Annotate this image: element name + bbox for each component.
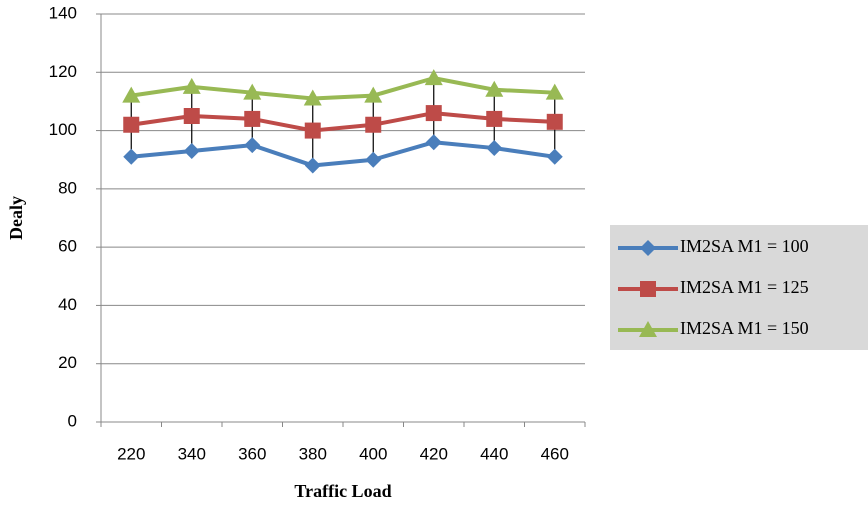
- data-point: [485, 80, 504, 97]
- legend-label: IM2SA M1 = 125: [680, 277, 809, 297]
- data-point: [243, 83, 262, 100]
- data-point: [303, 89, 322, 106]
- data-point: [304, 122, 321, 139]
- series-line: [130, 111, 555, 133]
- data-point: [425, 105, 442, 122]
- x-axis-title: Traffic Load: [294, 481, 391, 501]
- data-point: [365, 151, 382, 168]
- series-line: [130, 76, 555, 101]
- data-point: [546, 148, 563, 165]
- legend-marker: [640, 281, 656, 297]
- data-point: [424, 69, 443, 86]
- x-tick-label: 220: [117, 444, 145, 463]
- data-point: [123, 116, 140, 133]
- x-tick-label: 340: [178, 444, 206, 463]
- data-point: [364, 86, 383, 103]
- data-point: [545, 83, 564, 100]
- data-point: [486, 140, 503, 157]
- x-tick-label: 360: [238, 444, 266, 463]
- y-tick-label: 100: [49, 120, 77, 139]
- series-line: [131, 140, 556, 168]
- data-point: [486, 110, 503, 127]
- x-tick-label: 400: [359, 444, 387, 463]
- data-point: [244, 137, 261, 154]
- x-tick-label: 460: [541, 444, 569, 463]
- y-tick-label: 120: [49, 62, 77, 81]
- y-tick-label: 60: [58, 237, 77, 256]
- x-tick-label: 440: [480, 444, 508, 463]
- data-point: [546, 113, 563, 130]
- data-point: [183, 108, 200, 124]
- y-tick-label: 0: [68, 411, 77, 430]
- legend-label: IM2SA M1 = 100: [680, 236, 809, 256]
- data-point: [244, 110, 261, 127]
- y-tick-label: 140: [49, 3, 77, 22]
- data-point: [425, 134, 442, 151]
- y-axis-title: Dealy: [6, 196, 26, 240]
- x-tick-label: 380: [299, 444, 327, 463]
- data-point: [365, 116, 382, 133]
- data-point: [182, 77, 201, 94]
- data-point: [123, 148, 140, 165]
- y-tick-label: 80: [58, 178, 77, 197]
- data-point: [304, 157, 321, 174]
- legend-marker: [640, 240, 656, 256]
- y-tick-label: 40: [58, 295, 77, 314]
- y-tick-label: 20: [58, 353, 77, 372]
- legend-marker: [639, 321, 657, 337]
- legend-label: IM2SA M1 = 150: [680, 318, 809, 338]
- data-point: [122, 86, 141, 103]
- data-point: [183, 142, 200, 159]
- x-tick-label: 420: [420, 444, 448, 463]
